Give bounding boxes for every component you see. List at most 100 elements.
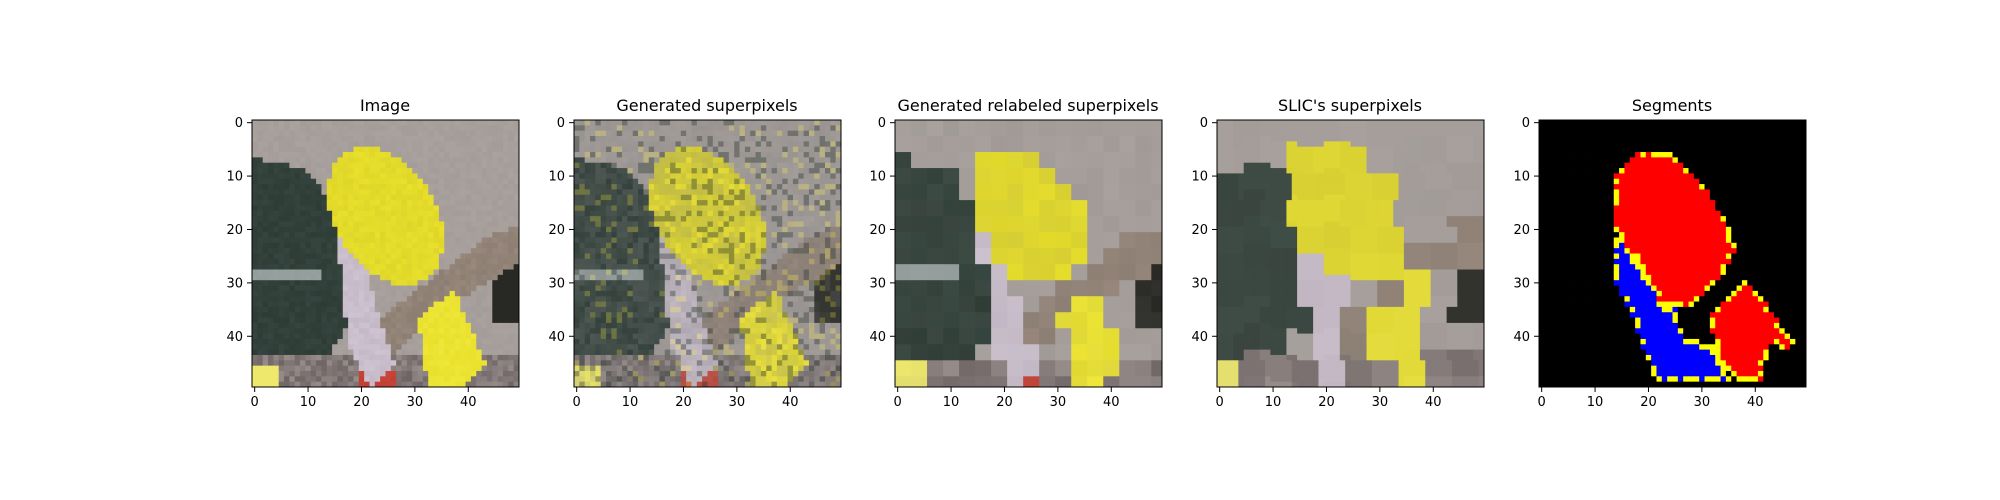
pixel bbox=[374, 274, 381, 281]
pixel bbox=[417, 258, 424, 265]
pixel bbox=[670, 120, 676, 126]
pixel bbox=[707, 354, 714, 361]
pixel bbox=[776, 296, 783, 302]
pixel bbox=[502, 296, 509, 302]
pixel bbox=[734, 152, 740, 158]
pixel bbox=[744, 296, 751, 302]
pixel bbox=[470, 338, 477, 345]
pixel bbox=[648, 312, 655, 318]
pixel bbox=[449, 194, 456, 201]
pixel bbox=[358, 365, 365, 372]
pixel bbox=[611, 296, 618, 302]
pixel bbox=[776, 360, 783, 367]
pixel bbox=[513, 301, 520, 308]
pixel bbox=[257, 194, 264, 201]
pixel bbox=[268, 237, 274, 244]
pixel bbox=[316, 194, 322, 201]
pixel bbox=[755, 173, 762, 180]
pixel bbox=[584, 146, 591, 153]
pixel bbox=[696, 194, 703, 201]
pixel bbox=[718, 312, 724, 318]
pixel bbox=[814, 354, 821, 361]
pixel bbox=[723, 125, 730, 132]
pixel bbox=[707, 216, 714, 222]
pixel bbox=[262, 365, 269, 372]
pixel bbox=[632, 173, 639, 180]
pixel bbox=[824, 221, 831, 228]
pixel bbox=[632, 146, 639, 153]
pixel bbox=[497, 237, 504, 244]
pixel bbox=[374, 370, 381, 377]
pixel bbox=[460, 120, 466, 126]
pixel bbox=[465, 248, 472, 254]
pixel bbox=[696, 130, 703, 137]
pixel bbox=[417, 322, 424, 329]
pixel bbox=[486, 312, 493, 318]
pixel bbox=[600, 290, 607, 297]
pixel bbox=[369, 370, 376, 377]
pixel bbox=[638, 338, 644, 345]
pixel bbox=[390, 333, 397, 340]
pixel bbox=[595, 130, 602, 137]
pixel bbox=[492, 173, 499, 180]
pixel bbox=[412, 290, 418, 297]
pixel bbox=[289, 162, 296, 169]
pixel bbox=[268, 274, 274, 281]
pixel bbox=[481, 237, 488, 244]
pixel bbox=[590, 125, 596, 132]
pixel bbox=[252, 200, 258, 206]
pixel bbox=[444, 296, 450, 302]
pixel bbox=[492, 184, 499, 190]
pixel bbox=[348, 333, 354, 340]
pixel bbox=[654, 290, 660, 297]
pixel bbox=[760, 130, 767, 137]
pixel bbox=[734, 157, 740, 164]
pixel bbox=[616, 264, 623, 270]
pixel bbox=[622, 349, 628, 356]
pixel bbox=[486, 322, 493, 329]
pixel bbox=[353, 322, 360, 329]
pixel bbox=[707, 173, 714, 180]
pixel bbox=[502, 328, 509, 334]
pixel bbox=[702, 205, 708, 212]
pixel bbox=[819, 232, 826, 238]
pixel bbox=[654, 312, 660, 318]
pixel bbox=[792, 178, 799, 185]
pixel bbox=[611, 376, 618, 383]
pixel bbox=[369, 248, 376, 254]
pixel bbox=[600, 306, 607, 313]
pixel bbox=[707, 194, 714, 201]
pixel bbox=[718, 162, 724, 169]
pixel bbox=[616, 381, 623, 388]
pixel bbox=[776, 312, 783, 318]
pixel bbox=[579, 333, 586, 340]
pixel bbox=[627, 130, 634, 137]
pixel bbox=[584, 200, 591, 206]
pixel bbox=[433, 269, 440, 276]
pixel bbox=[803, 264, 810, 270]
pixel bbox=[632, 242, 639, 249]
pixel bbox=[691, 178, 698, 185]
pixel bbox=[803, 306, 810, 313]
pixel bbox=[579, 285, 586, 292]
pixel bbox=[718, 125, 724, 132]
pixel bbox=[470, 136, 477, 142]
pixel bbox=[750, 157, 756, 164]
pixel bbox=[476, 306, 483, 313]
pixel bbox=[686, 216, 692, 222]
pixel bbox=[289, 221, 296, 228]
pixel bbox=[342, 120, 349, 126]
pixel bbox=[739, 130, 746, 137]
pixel bbox=[465, 157, 472, 164]
pixel bbox=[433, 306, 440, 313]
pixel bbox=[579, 173, 586, 180]
pixel bbox=[728, 194, 735, 201]
pixel bbox=[358, 237, 365, 244]
pixel bbox=[460, 317, 466, 324]
pixel bbox=[273, 141, 280, 148]
pixel bbox=[750, 296, 756, 302]
pixel bbox=[454, 120, 461, 126]
pixel bbox=[760, 146, 767, 153]
pixel bbox=[486, 269, 493, 276]
pixel bbox=[739, 312, 746, 318]
